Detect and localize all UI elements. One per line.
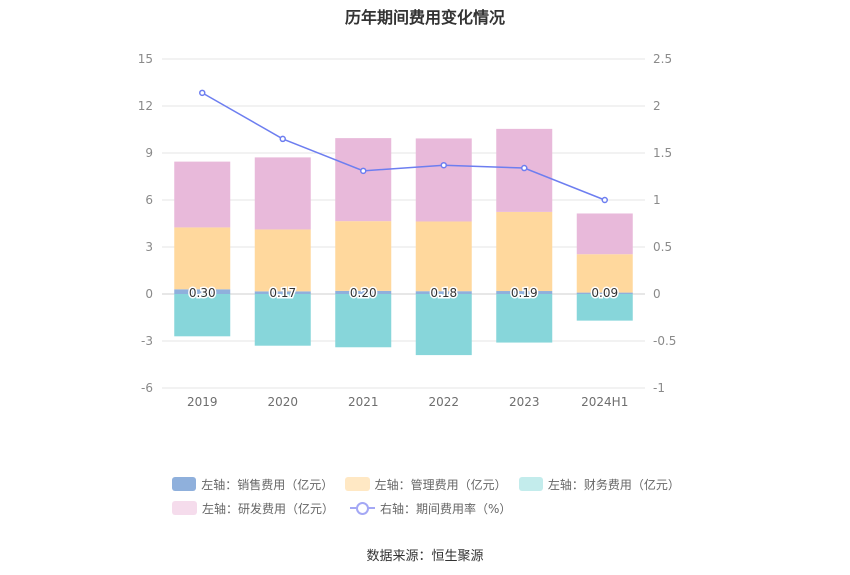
legend-item-sales[interactable]: 左轴：销售费用（亿元） xyxy=(172,476,334,493)
bar-rd xyxy=(335,138,392,222)
bar-sales xyxy=(415,291,472,294)
bar-finance xyxy=(496,294,553,343)
right-tick-label: 0.5 xyxy=(653,240,672,254)
bar-finance xyxy=(254,294,311,346)
bar-mgmt xyxy=(415,221,472,292)
bar-mgmt xyxy=(254,229,311,292)
data-label-sales: 0.30 xyxy=(189,286,216,300)
left-tick-label: 3 xyxy=(145,240,153,254)
right-tick-label: 2 xyxy=(653,99,661,113)
left-tick-label: -3 xyxy=(141,334,153,348)
left-tick-label: 0 xyxy=(145,287,153,301)
legend-swatch-sales xyxy=(172,477,197,491)
right-tick-label: -1 xyxy=(653,381,665,395)
bar-finance xyxy=(335,294,392,348)
right-tick-label: 1.5 xyxy=(653,146,672,160)
bar-mgmt xyxy=(576,254,633,293)
rate-point xyxy=(440,161,447,169)
rate-point xyxy=(279,135,286,143)
chart-title: 历年期间费用变化情况 xyxy=(344,8,505,27)
rate-point xyxy=(601,196,608,204)
x-tick-label: 2020 xyxy=(267,395,298,409)
right-tick-label: -0.5 xyxy=(653,334,676,348)
bar-finance xyxy=(415,294,472,356)
legend-swatch-finance xyxy=(518,477,543,491)
legend-row-1: 左轴：销售费用（亿元） 左轴：管理费用（亿元） 左轴：财务费用（亿元） xyxy=(172,472,692,496)
left-tick-label: 15 xyxy=(138,52,153,66)
data-label-sales: 0.17 xyxy=(269,286,296,300)
data-label-sales: 0.20 xyxy=(350,286,377,300)
legend-line-icon xyxy=(350,501,376,515)
legend-label-finance: 左轴：财务费用（亿元） xyxy=(547,477,680,492)
left-tick-label: 9 xyxy=(145,146,153,160)
legend-row-2: 左轴：研发费用（亿元） 右轴：期间费用率（%） xyxy=(172,496,692,520)
legend-item-mgmt[interactable]: 左轴：管理费用（亿元） xyxy=(345,476,507,493)
bar-sales xyxy=(576,292,633,294)
legend: 左轴：销售费用（亿元） 左轴：管理费用（亿元） 左轴：财务费用（亿元） 左轴：研… xyxy=(172,472,692,520)
legend-label-rate: 右轴：期间费用率（%） xyxy=(380,501,512,516)
bar-rd xyxy=(415,138,472,222)
data-label-sales: 0.19 xyxy=(511,286,538,300)
data-label-sales: 0.09 xyxy=(591,286,618,300)
bar-rd xyxy=(174,161,231,228)
left-tick-label: 6 xyxy=(145,193,153,207)
right-tick-label: 1 xyxy=(653,193,661,207)
x-tick-label: 2019 xyxy=(187,395,218,409)
bar-sales xyxy=(496,291,553,294)
right-tick-label: 0 xyxy=(653,287,661,301)
rate-line xyxy=(201,92,606,201)
bar-rd xyxy=(254,157,311,230)
x-tick-label: 2021 xyxy=(348,395,379,409)
legend-item-rate[interactable]: 右轴：期间费用率（%） xyxy=(350,500,511,517)
right-tick-label: 2.5 xyxy=(653,52,672,66)
bar-sales xyxy=(254,291,311,294)
bar-sales xyxy=(174,289,231,294)
source-note: 数据来源：恒生聚源 xyxy=(366,549,484,564)
legend-item-finance[interactable]: 左轴：财务费用（亿元） xyxy=(518,476,680,493)
left-tick-label: 12 xyxy=(138,99,153,113)
legend-label-sales: 左轴：销售费用（亿元） xyxy=(201,477,334,492)
rate-point xyxy=(199,89,206,97)
legend-swatch-mgmt xyxy=(345,477,370,491)
rate-point xyxy=(360,167,367,175)
x-tick-label: 2023 xyxy=(509,395,540,409)
chart-plot: -6 -1 -3 -0.5 0 0 3 0.5 6 1 9 1.5 12 2 15 2.5 2019 0.30 20… xyxy=(138,52,677,409)
bar-mgmt xyxy=(496,211,553,292)
bar-sales xyxy=(335,290,392,294)
bar-mgmt xyxy=(335,221,392,291)
bar-mgmt xyxy=(174,227,231,290)
legend-item-rd[interactable]: 左轴：研发费用（亿元） xyxy=(172,500,334,517)
bar-finance xyxy=(174,294,231,337)
bar-rd xyxy=(576,213,633,255)
legend-label-rd: 左轴：研发费用（亿元） xyxy=(202,501,335,516)
rate-point xyxy=(521,164,528,172)
bar-finance xyxy=(576,294,633,321)
left-tick-label: -6 xyxy=(141,381,153,395)
legend-label-mgmt: 左轴：管理费用（亿元） xyxy=(374,477,507,492)
x-tick-label: 2024H1 xyxy=(581,395,628,409)
legend-swatch-rd xyxy=(172,501,197,515)
x-tick-label: 2022 xyxy=(428,395,459,409)
data-label-sales: 0.18 xyxy=(430,286,457,300)
